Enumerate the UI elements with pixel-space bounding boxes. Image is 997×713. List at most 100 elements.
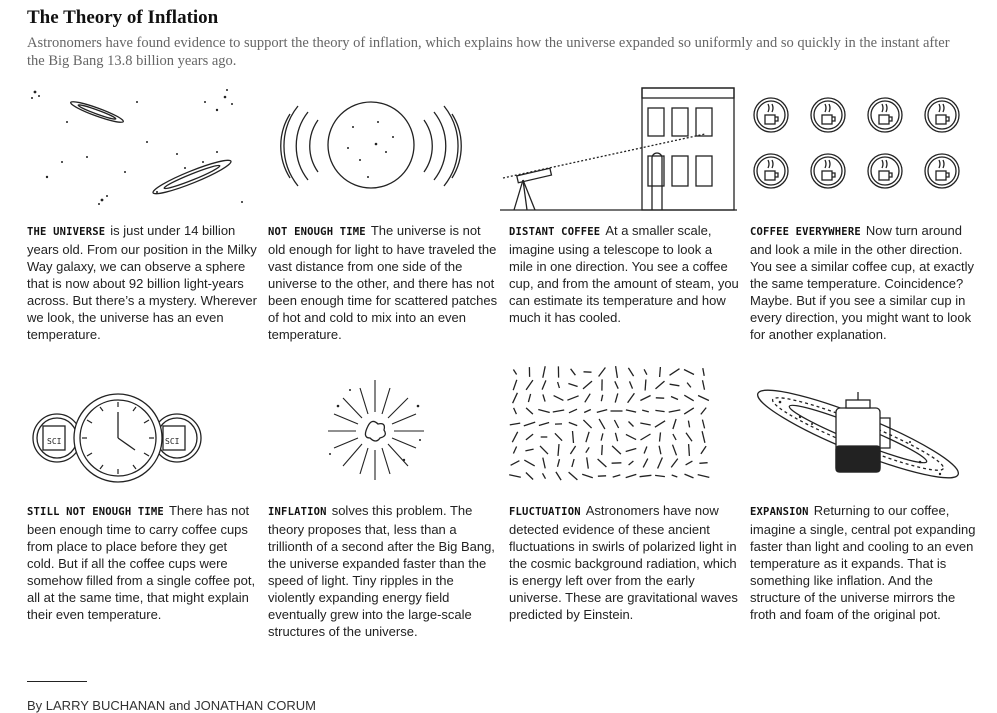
polarization-dash xyxy=(627,392,635,404)
polarization-dash xyxy=(525,433,534,441)
polarization-dash xyxy=(672,433,677,441)
polarization-dash xyxy=(542,366,546,378)
polarization-dash xyxy=(644,379,647,391)
polarization-dash xyxy=(556,381,561,389)
polarization-dash xyxy=(586,457,589,469)
polarization-dash xyxy=(700,407,707,415)
polarization-dash xyxy=(542,457,546,469)
polarization-dash xyxy=(539,445,549,455)
polarization-dash xyxy=(538,421,550,427)
polarization-dash xyxy=(584,393,591,403)
polarization-dash xyxy=(655,409,665,413)
polarization-dash xyxy=(701,380,706,390)
big-bang-icon xyxy=(328,380,424,480)
panel-text: NOT ENOUGH TIME The universe is not old e… xyxy=(268,222,498,343)
polarization-dash xyxy=(557,444,560,456)
polarization-dash xyxy=(552,409,565,413)
cup-text: SCI xyxy=(47,437,62,446)
panel-text: INFLATION solves this problem. The theory… xyxy=(268,502,498,640)
polarization-dash xyxy=(541,380,547,390)
panel-label: DISTANT COFFEE xyxy=(509,226,601,238)
polarization-dash xyxy=(684,473,694,479)
polarization-dash xyxy=(628,421,634,427)
polarization-dash xyxy=(625,409,637,413)
panel-text: STILL NOT ENOUGH TIME There has not been … xyxy=(27,502,257,623)
polarization-dash xyxy=(527,393,532,403)
panel-body: Astronomers have now detected evidence o… xyxy=(509,503,738,622)
polarization-dash xyxy=(509,422,521,426)
panel-text: COFFEE EVERYWHERE Now turn around and loo… xyxy=(750,222,980,343)
observable-universe-icon xyxy=(280,101,462,189)
coffee-cups-grid-icon xyxy=(753,97,960,189)
polarization-dash xyxy=(700,445,707,455)
panel-body: Returning to our coffee, imagine a singl… xyxy=(750,503,976,622)
panel-label: STILL NOT ENOUGH TIME xyxy=(27,506,164,518)
polarization-dash xyxy=(625,433,637,441)
byline: By LARRY BUCHANAN and JONATHAN CORUM xyxy=(27,698,316,713)
panel-label: NOT ENOUGH TIME xyxy=(268,226,366,238)
polarization-dash xyxy=(542,394,546,402)
polarization-dash xyxy=(683,368,695,376)
polarization-dash xyxy=(640,422,651,426)
polarization-dash xyxy=(598,367,606,377)
polarization-field-icon xyxy=(509,366,710,481)
polarization-dash xyxy=(643,446,648,454)
byline-rule xyxy=(27,681,87,682)
polarization-dash xyxy=(701,431,706,443)
polarization-dash xyxy=(568,471,578,481)
polarization-dash xyxy=(625,473,637,479)
polarization-dash xyxy=(702,367,705,377)
panel-label: INFLATION xyxy=(268,506,327,518)
polarization-dash xyxy=(523,421,536,427)
polarization-dash xyxy=(614,393,619,403)
polarization-dash xyxy=(556,459,561,467)
polarization-dash xyxy=(585,431,590,443)
polarization-dash xyxy=(669,368,680,376)
polarization-dash xyxy=(654,420,666,428)
panel-text: DISTANT COFFEE At a smaller scale, imagin… xyxy=(509,222,739,326)
polarization-dash xyxy=(614,366,619,378)
polarization-dash xyxy=(658,445,662,455)
polarization-dash xyxy=(581,473,594,479)
polarization-dash xyxy=(657,457,663,469)
panel-label: THE UNIVERSE xyxy=(27,226,106,238)
polarization-dash xyxy=(642,458,649,468)
polarization-dash xyxy=(568,408,578,414)
polarization-dash xyxy=(525,472,534,480)
polarization-dash xyxy=(523,459,536,467)
polarization-dash xyxy=(567,395,579,401)
page-subtitle: Astronomers have found evidence to suppo… xyxy=(27,35,950,69)
polarization-dash xyxy=(525,379,534,391)
polarization-dash xyxy=(614,381,619,389)
telescope-building-icon xyxy=(500,87,737,211)
polarization-dash xyxy=(583,408,592,414)
polarization-dash xyxy=(670,458,679,468)
polarization-dash xyxy=(625,447,637,453)
panel-body: Now turn around and look a mile in the o… xyxy=(750,223,975,342)
polarization-dash xyxy=(697,473,710,479)
galaxies-icon xyxy=(31,89,243,205)
polarization-dash xyxy=(571,458,575,468)
polarization-dash xyxy=(655,474,665,478)
coffee-pot-galaxy-icon xyxy=(756,389,960,479)
panel-body: At a smaller scale, imagine using a tele… xyxy=(509,223,739,325)
polarization-dash xyxy=(554,432,563,442)
polarization-dash xyxy=(512,446,518,454)
polarization-dash xyxy=(613,419,620,429)
polarization-dash xyxy=(671,444,678,456)
polarization-dash xyxy=(697,394,710,402)
panel-label: FLUCTUATION xyxy=(509,506,581,518)
polarization-dash xyxy=(658,432,662,442)
polarization-dash xyxy=(687,444,691,456)
polarization-dash xyxy=(553,395,564,401)
polarization-dash xyxy=(628,460,634,466)
polarization-dash xyxy=(670,395,679,401)
page-title: The Theory of Inflation xyxy=(27,7,219,28)
polarization-dash xyxy=(685,432,693,442)
polarization-dash xyxy=(639,474,652,478)
polarization-dash xyxy=(582,419,593,429)
polarization-dash xyxy=(683,407,695,415)
polarization-dash xyxy=(655,380,665,390)
polarization-dash xyxy=(627,367,635,377)
clock-cups-icon: SCI SCI xyxy=(32,393,202,483)
